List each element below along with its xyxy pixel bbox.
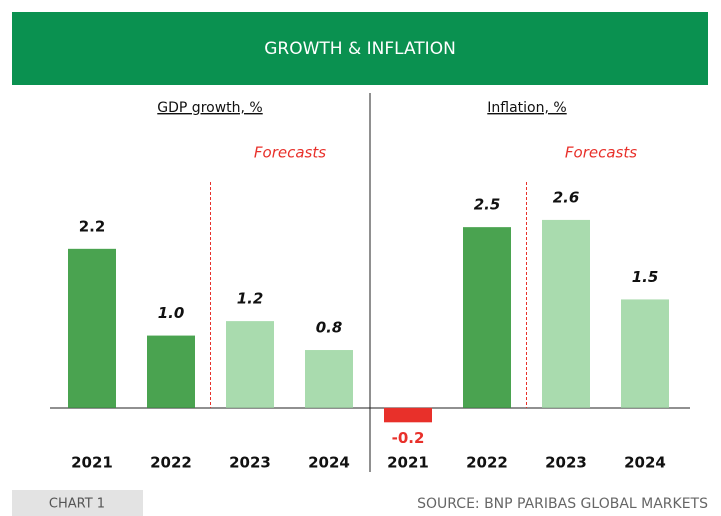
x-tick-label: 2021	[387, 454, 429, 472]
value-label: 2.5	[474, 196, 501, 214]
header-band	[12, 12, 708, 85]
x-tick-label: 2024	[308, 454, 350, 472]
footer-source: SOURCE: BNP PARIBAS GLOBAL MARKETS	[417, 496, 708, 512]
panel-title: GDP growth, %	[157, 100, 262, 116]
x-tick-label: 2024	[624, 454, 666, 472]
value-label: -0.2	[392, 429, 425, 447]
value-label: 1.2	[237, 290, 264, 308]
footer-badge	[12, 490, 143, 516]
footer-label: CHART 1	[49, 497, 105, 512]
forecast-label: Forecasts	[254, 144, 326, 162]
bar	[384, 407, 432, 423]
bar	[621, 299, 669, 408]
bar	[226, 321, 274, 408]
bar	[68, 248, 116, 408]
panel-title: Inflation, %	[487, 100, 566, 116]
value-label: 2.6	[553, 188, 580, 206]
x-tick-label: 2022	[150, 454, 192, 472]
forecast-label: Forecasts	[565, 144, 637, 162]
header-title: GROWTH & INFLATION	[264, 39, 456, 59]
bar	[463, 227, 511, 408]
bar	[305, 350, 353, 408]
bar	[147, 335, 195, 408]
x-tick-label: 2023	[545, 454, 587, 472]
value-label: 1.5	[632, 268, 659, 286]
value-label: 1.0	[158, 304, 185, 322]
bar	[542, 219, 590, 408]
x-tick-label: 2022	[466, 454, 508, 472]
x-tick-label: 2023	[229, 454, 271, 472]
value-label: 0.8	[316, 319, 343, 337]
x-tick-label: 2021	[71, 454, 113, 472]
value-label: 2.2	[79, 217, 106, 235]
